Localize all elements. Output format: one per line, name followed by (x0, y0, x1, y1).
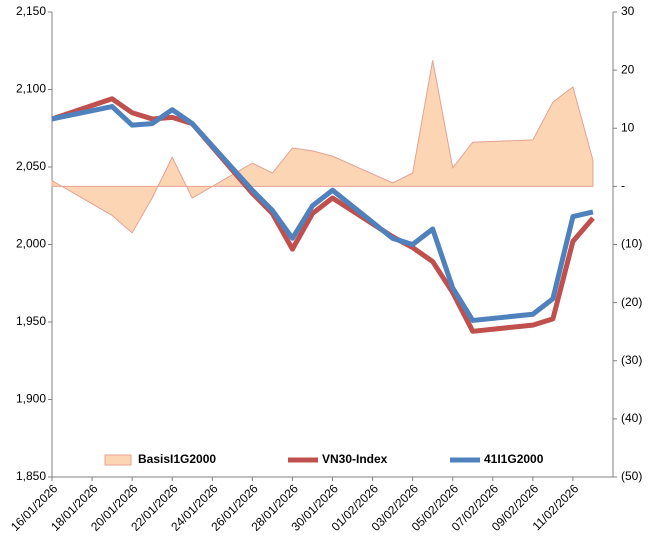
y-tick-label: 1,950 (16, 314, 46, 328)
area (51, 60, 594, 234)
y-tick-label: 2,150 (16, 4, 46, 18)
legend-label: BasisI1G2000 (138, 452, 216, 466)
y2-tick-label: (30) (621, 353, 642, 367)
y-tick-label: 1,850 (16, 469, 46, 483)
y2-tick-label: (40) (621, 411, 642, 425)
y2-tick-label: (50) (621, 469, 642, 483)
y2-tick-label: - (621, 179, 625, 193)
y2-tick-label: 30 (621, 4, 635, 18)
y-tick-label: 2,100 (16, 82, 46, 96)
legend-label: VN30-Index (322, 452, 388, 466)
y-tick-label: 2,000 (16, 237, 46, 251)
y-tick-label: 2,050 (16, 159, 46, 173)
line (51, 104, 594, 323)
y2-tick-label: (10) (621, 237, 642, 251)
legend-label: 41I1G2000 (484, 452, 544, 466)
y2-tick-label: 10 (621, 120, 635, 134)
y2-tick-label: (20) (621, 295, 642, 309)
legend-swatch (104, 454, 132, 466)
y-tick-label: 1,900 (16, 392, 46, 406)
y2-tick-label: 20 (621, 62, 635, 76)
